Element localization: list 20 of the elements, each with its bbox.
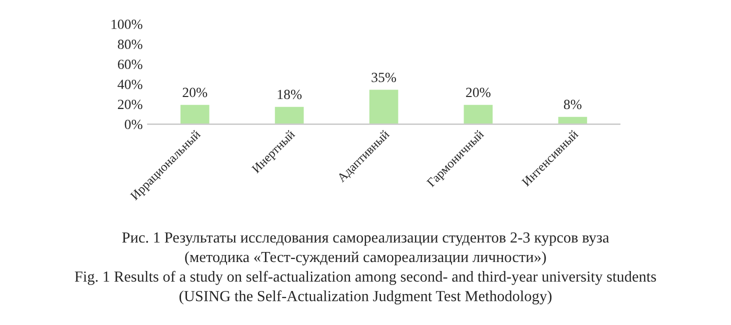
y-tick-label: 0% (124, 120, 142, 130)
text: (методика «Тест-суждений самореализации личности») (185, 251, 546, 266)
data-label: 20% (466, 88, 490, 98)
data-label: 20% (182, 88, 208, 98)
y-tick-label: 100% (112, 20, 142, 30)
data-label: 8% (564, 100, 582, 110)
y-tick-label: 40% (118, 80, 142, 90)
caption: Fig. 1 Results of a study on self-actualization among second- and third-year university students (74, 270, 656, 285)
y-tick-label: 60% (118, 60, 142, 70)
text: (USING the Self-Actualization Judgment Test Methodology) (180, 290, 552, 304)
text: Рис. 1 Результаты исследования самореализации студентов 2-3 курсов вуза (122, 232, 610, 246)
bar (179, 103, 211, 124)
bar (368, 88, 400, 124)
data-label: 18% (278, 90, 302, 100)
data-label: 35% (372, 72, 396, 82)
bar (274, 105, 306, 124)
bar (556, 115, 588, 124)
y-tick-label: 80% (118, 40, 142, 50)
bar (462, 103, 494, 124)
y-tick-label: 20% (118, 100, 142, 110)
